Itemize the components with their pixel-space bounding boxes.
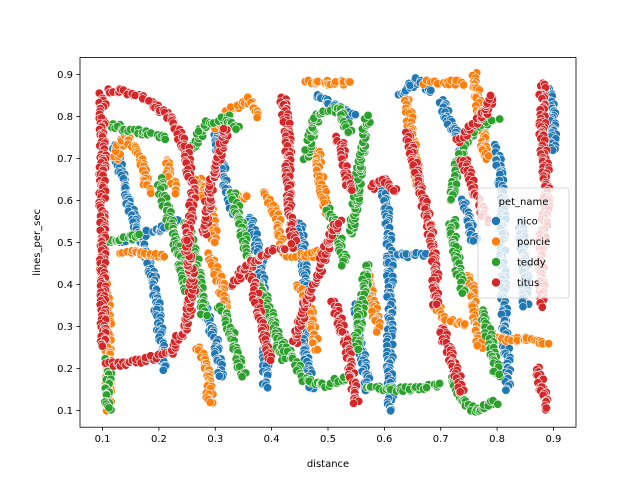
y-tick-label: 0.9 xyxy=(57,70,73,81)
scatter-point-poncie xyxy=(312,345,322,355)
scatter-point-teddy xyxy=(231,124,241,134)
scatter-point-teddy xyxy=(337,261,347,271)
scatter-point-poncie xyxy=(460,319,470,329)
y-axis-label: lines_per_sec xyxy=(32,209,43,276)
scatter-point-poncie xyxy=(242,191,252,201)
x-tick-label: 0.4 xyxy=(264,434,280,445)
scatter-point-titus xyxy=(286,239,296,249)
scatter-point-teddy xyxy=(363,110,373,120)
scatter-point-titus xyxy=(485,91,495,101)
scatter-point-poncie xyxy=(459,80,469,90)
scatter-point-poncie xyxy=(544,339,554,349)
scatter-point-titus xyxy=(455,387,465,397)
points-layer xyxy=(94,68,561,417)
legend-marker-titus xyxy=(491,277,501,288)
scatter-point-titus xyxy=(130,90,140,100)
x-tick-label: 0.8 xyxy=(489,434,505,445)
series-teddy xyxy=(100,102,505,417)
scatter-point-teddy xyxy=(495,114,505,124)
scatter-point-titus xyxy=(97,341,107,351)
scatter-point-poncie xyxy=(210,237,220,247)
scatter-point-titus xyxy=(266,355,276,365)
scatter-point-titus xyxy=(349,398,359,408)
scatter-point-teddy xyxy=(202,310,212,320)
scatter-point-poncie xyxy=(159,252,169,262)
y-tick-label: 0.1 xyxy=(57,406,73,417)
scatter-point-teddy xyxy=(134,229,144,239)
scatter-point-poncie xyxy=(484,151,494,161)
scatter-point-teddy xyxy=(493,399,503,409)
scatter-point-nico xyxy=(518,302,528,312)
scatter-point-teddy xyxy=(343,127,353,137)
scatter-point-teddy xyxy=(422,383,432,393)
scatter-point-titus xyxy=(182,235,192,245)
scatter-point-titus xyxy=(389,186,399,196)
scatter-point-nico xyxy=(158,365,168,375)
x-tick-label: 0.5 xyxy=(320,434,336,445)
scatter-point-teddy xyxy=(457,288,467,298)
legend-marker-nico xyxy=(491,216,501,226)
y-tick-label: 0.4 xyxy=(57,280,73,291)
scatter-point-titus xyxy=(541,403,551,413)
legend-title: pet_name xyxy=(499,197,549,208)
scatter-point-titus xyxy=(537,302,547,312)
x-tick-label: 0.2 xyxy=(151,434,167,445)
scatter-point-nico xyxy=(501,385,511,395)
legend-items: nico poncie teddy titus xyxy=(491,216,550,289)
scatter-point-nico xyxy=(263,383,273,393)
x-axis-ticks: 0.1 0.2 0.3 0.4 0.5 0.6 0.7 0.8 0.9 xyxy=(95,427,562,445)
x-axis-label: distance xyxy=(307,459,349,470)
scatter-point-poncie xyxy=(372,327,382,337)
scatter-point-poncie xyxy=(472,341,482,351)
x-tick-label: 0.3 xyxy=(207,434,223,445)
scatter-point-poncie xyxy=(170,189,180,199)
scatter-point-teddy xyxy=(494,369,504,379)
y-tick-label: 0.2 xyxy=(57,364,73,375)
scatter-point-poncie xyxy=(205,397,215,407)
y-tick-label: 0.7 xyxy=(57,154,73,165)
y-axis-ticks: 0.1 0.2 0.3 0.4 0.5 0.6 0.7 0.8 0.9 xyxy=(57,70,80,417)
scatter-point-teddy xyxy=(160,134,170,144)
legend-box xyxy=(477,187,570,299)
series-titus xyxy=(94,78,554,415)
scatter-point-nico xyxy=(468,236,478,246)
x-tick-label: 0.9 xyxy=(546,434,562,445)
legend-label-teddy: teddy xyxy=(517,258,546,269)
scatter-point-nico xyxy=(426,85,436,95)
scatter-point-titus xyxy=(337,327,347,337)
x-tick-label: 0.6 xyxy=(376,434,392,445)
y-tick-label: 0.6 xyxy=(57,196,73,207)
scatter-point-titus xyxy=(347,185,357,195)
scatter-point-nico xyxy=(386,406,396,416)
y-tick-label: 0.5 xyxy=(57,238,73,249)
y-tick-label: 0.3 xyxy=(57,322,73,333)
scatter-point-poncie xyxy=(146,188,156,198)
legend-marker-teddy xyxy=(491,257,501,267)
scatter-point-titus xyxy=(333,219,343,229)
scatter-point-teddy xyxy=(237,372,247,382)
scatter-point-teddy xyxy=(446,194,456,204)
scatter-point-titus xyxy=(268,246,278,256)
x-tick-label: 0.7 xyxy=(433,434,449,445)
scatter-point-titus xyxy=(219,124,229,134)
x-tick-label: 0.1 xyxy=(95,434,111,445)
scatter-point-teddy xyxy=(353,344,363,354)
scatter-point-teddy xyxy=(434,378,444,388)
scatter-point-titus xyxy=(432,299,442,309)
scatter-point-nico xyxy=(350,110,360,120)
legend-label-titus: titus xyxy=(517,278,539,289)
scatter-point-poncie xyxy=(252,113,262,123)
scatter-point-poncie xyxy=(345,77,355,87)
legend-label-poncie: poncie xyxy=(517,237,550,248)
scatter-point-teddy xyxy=(104,403,114,413)
legend-marker-poncie xyxy=(491,236,501,247)
legend-label-nico: nico xyxy=(517,217,538,228)
legend: pet_name nico poncie teddy titus xyxy=(477,187,570,299)
scatter-point-nico xyxy=(214,371,224,381)
y-tick-label: 0.8 xyxy=(57,112,73,123)
